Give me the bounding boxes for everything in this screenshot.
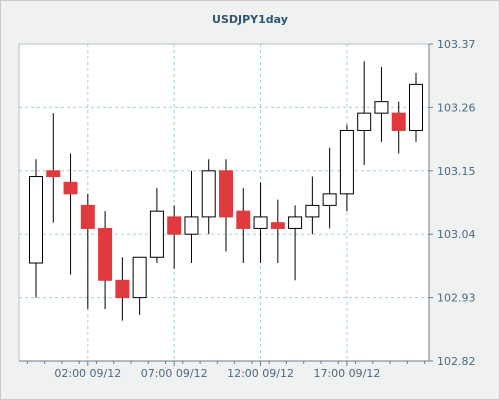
candle-body bbox=[339, 129, 354, 195]
candle-body bbox=[29, 176, 43, 264]
candle-body bbox=[63, 181, 78, 195]
x-tick-label: 12:00 09/12 bbox=[227, 367, 294, 380]
y-tick-label: 103.04 bbox=[437, 228, 476, 241]
candle-up bbox=[409, 72, 423, 142]
y-tick-label: 102.82 bbox=[437, 355, 476, 368]
candle-body bbox=[149, 210, 164, 258]
candle-up bbox=[29, 159, 43, 298]
candle-down bbox=[270, 199, 285, 264]
candle-up bbox=[253, 182, 268, 264]
candle-down bbox=[391, 101, 406, 154]
candle-body bbox=[357, 112, 372, 131]
candle-down bbox=[98, 211, 113, 310]
candle-up bbox=[184, 170, 199, 264]
candle-body bbox=[305, 204, 320, 218]
candle-body bbox=[80, 204, 95, 229]
y-tick-label: 103.26 bbox=[437, 101, 476, 114]
x-tick-label: 17:00 09/12 bbox=[313, 367, 380, 380]
chart-title: USDJPY1day bbox=[212, 13, 288, 26]
y-tick-label: 102.93 bbox=[437, 292, 476, 305]
x-tick-label: 07:00 09/12 bbox=[141, 367, 208, 380]
candle-up bbox=[149, 188, 164, 264]
candle-body bbox=[115, 279, 130, 299]
candle-body bbox=[132, 256, 147, 299]
candle-body bbox=[253, 216, 268, 229]
candle-body bbox=[98, 227, 113, 281]
candle-body bbox=[409, 83, 423, 131]
candle-body bbox=[236, 210, 251, 229]
candle-down bbox=[115, 257, 130, 321]
candle-up bbox=[357, 61, 372, 166]
candle-body bbox=[322, 193, 337, 206]
candle-up bbox=[374, 67, 389, 142]
y-tick-label: 103.15 bbox=[437, 165, 476, 178]
x-tick-label: 02:00 09/12 bbox=[54, 367, 121, 380]
candle-body bbox=[201, 170, 216, 218]
candles bbox=[29, 61, 423, 321]
candle-body bbox=[270, 222, 285, 229]
candle-body bbox=[219, 170, 233, 218]
candle-down bbox=[219, 159, 233, 252]
candle-body bbox=[184, 216, 199, 235]
candle-body bbox=[288, 216, 303, 229]
candle-up bbox=[132, 256, 147, 315]
candle-up bbox=[339, 124, 354, 212]
candle-up bbox=[322, 147, 337, 229]
candle-body bbox=[374, 101, 389, 114]
candle-down bbox=[63, 153, 78, 275]
candle-down bbox=[236, 188, 251, 264]
candle-down bbox=[167, 205, 182, 269]
candle-up bbox=[305, 176, 320, 235]
candle-body bbox=[46, 170, 61, 178]
candle-up bbox=[201, 159, 216, 235]
y-tick-label: 103.37 bbox=[437, 38, 476, 51]
candle-down bbox=[80, 193, 95, 310]
candle-down bbox=[46, 113, 61, 223]
candle-up bbox=[288, 205, 303, 281]
candle-body bbox=[167, 216, 182, 235]
axes: 103.37 103.26 103.15 103.04 102.93 102.82 02:0… bbox=[18, 38, 476, 380]
candle-body bbox=[391, 112, 406, 131]
